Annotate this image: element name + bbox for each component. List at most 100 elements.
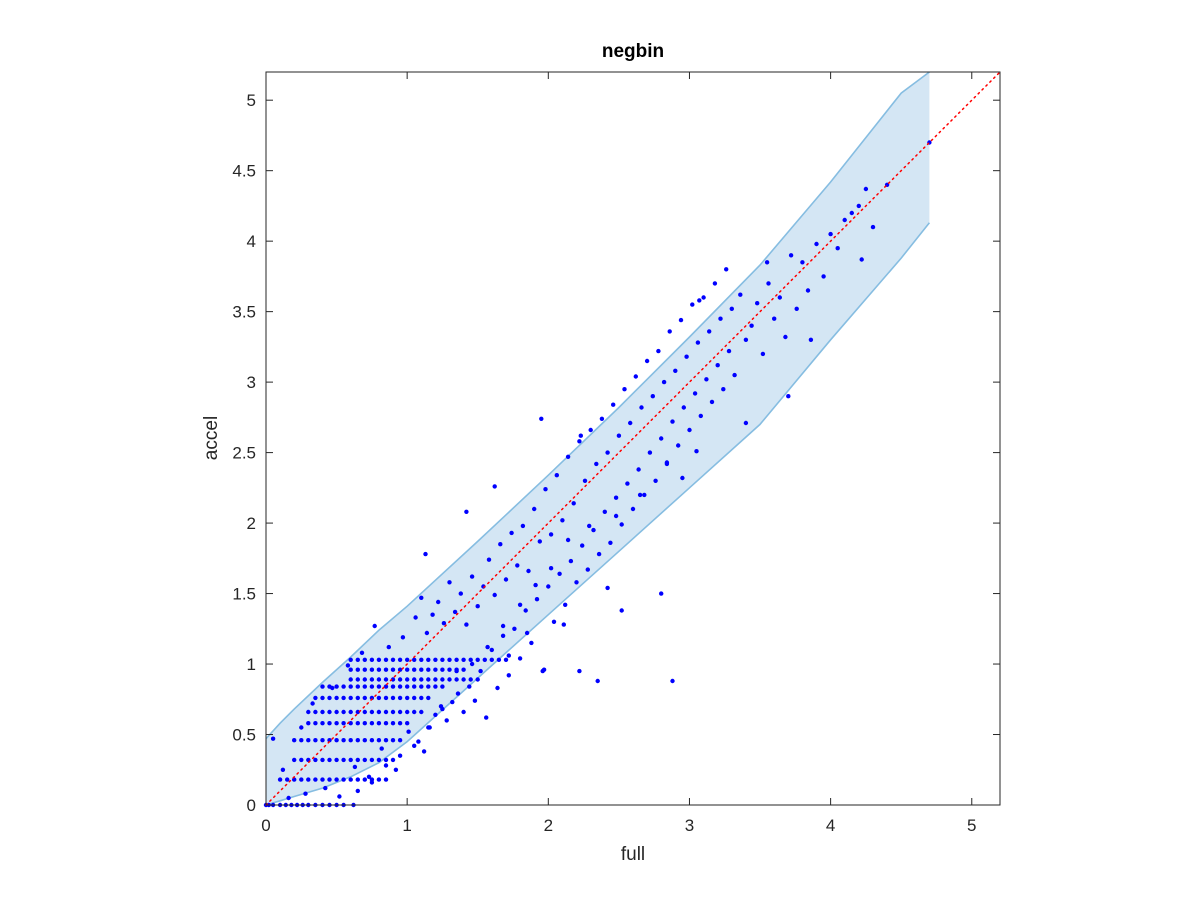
data-point xyxy=(718,316,723,321)
data-point xyxy=(582,478,588,483)
data-point xyxy=(492,592,497,598)
data-point xyxy=(515,563,520,568)
data-point xyxy=(835,246,840,251)
data-point xyxy=(814,241,819,247)
data-point xyxy=(565,454,571,459)
data-point xyxy=(334,777,339,782)
data-point xyxy=(320,695,325,701)
data-point xyxy=(755,301,760,306)
data-point xyxy=(565,537,571,543)
data-point xyxy=(496,657,502,662)
data-point xyxy=(362,721,367,726)
data-point xyxy=(580,543,585,548)
data-point xyxy=(362,777,367,782)
data-point xyxy=(355,777,360,782)
data-point xyxy=(348,777,353,782)
data-point xyxy=(383,667,389,672)
data-point xyxy=(461,709,466,715)
data-point xyxy=(327,757,332,763)
data-point xyxy=(412,657,417,662)
data-point xyxy=(587,523,592,529)
data-point xyxy=(334,695,339,701)
data-point xyxy=(475,677,480,682)
data-point xyxy=(664,461,670,467)
data-point xyxy=(577,668,582,674)
data-point xyxy=(440,684,445,689)
data-point xyxy=(313,757,318,763)
data-point xyxy=(397,667,403,672)
band-upper-edge xyxy=(265,71,930,740)
data-point xyxy=(334,757,339,763)
data-point xyxy=(362,695,367,701)
y-tick-label: 1 xyxy=(247,655,256,674)
data-point xyxy=(678,317,684,323)
data-point xyxy=(320,757,325,763)
data-point xyxy=(709,399,715,405)
data-point xyxy=(369,657,375,662)
data-point xyxy=(644,358,650,364)
data-point xyxy=(383,695,389,701)
data-point xyxy=(503,657,509,662)
data-point xyxy=(313,777,318,782)
data-point xyxy=(299,725,304,730)
data-point xyxy=(454,657,459,662)
x-tick-label: 4 xyxy=(826,816,835,835)
data-point xyxy=(506,653,511,658)
data-point xyxy=(821,274,826,279)
data-point xyxy=(588,427,593,433)
data-point xyxy=(348,695,353,701)
data-point xyxy=(412,667,417,672)
data-point xyxy=(596,551,602,557)
data-point xyxy=(517,602,523,607)
data-point xyxy=(828,231,833,237)
data-point xyxy=(348,684,353,689)
data-point xyxy=(320,738,325,743)
data-point xyxy=(383,777,389,782)
data-point xyxy=(548,566,554,571)
data-point xyxy=(348,709,353,715)
data-point xyxy=(478,668,483,674)
data-point xyxy=(419,709,424,715)
data-point xyxy=(383,709,389,715)
data-point xyxy=(500,633,506,638)
data-point xyxy=(348,757,353,763)
data-point xyxy=(543,487,548,492)
data-point xyxy=(348,677,353,682)
data-point xyxy=(548,532,554,537)
data-point xyxy=(352,764,358,770)
data-point xyxy=(320,684,325,689)
x-tick-label: 3 xyxy=(685,816,694,835)
data-point xyxy=(303,791,308,796)
data-point xyxy=(520,523,526,529)
data-point xyxy=(426,667,431,672)
data-point xyxy=(369,677,375,682)
data-point xyxy=(467,684,472,689)
data-point xyxy=(670,678,675,684)
data-point xyxy=(355,657,360,662)
data-point xyxy=(376,721,382,726)
data-point xyxy=(419,677,424,682)
data-point xyxy=(376,684,382,689)
data-point xyxy=(412,695,417,701)
data-point xyxy=(440,667,445,672)
data-point xyxy=(447,657,452,662)
data-point xyxy=(285,777,290,782)
data-point xyxy=(503,577,509,582)
data-point xyxy=(334,721,339,726)
data-point xyxy=(500,623,506,629)
x-tick-label: 2 xyxy=(544,816,553,835)
data-point xyxy=(299,777,304,782)
data-point xyxy=(310,701,315,706)
data-point xyxy=(613,495,619,500)
data-point xyxy=(464,509,469,514)
data-point xyxy=(681,405,686,410)
data-point xyxy=(383,657,389,662)
data-point xyxy=(355,684,360,689)
data-point xyxy=(412,709,417,715)
data-point xyxy=(386,644,391,650)
data-point xyxy=(323,785,328,791)
data-point xyxy=(764,260,770,265)
data-point xyxy=(320,777,325,782)
data-point xyxy=(292,757,297,763)
data-point xyxy=(348,721,353,726)
